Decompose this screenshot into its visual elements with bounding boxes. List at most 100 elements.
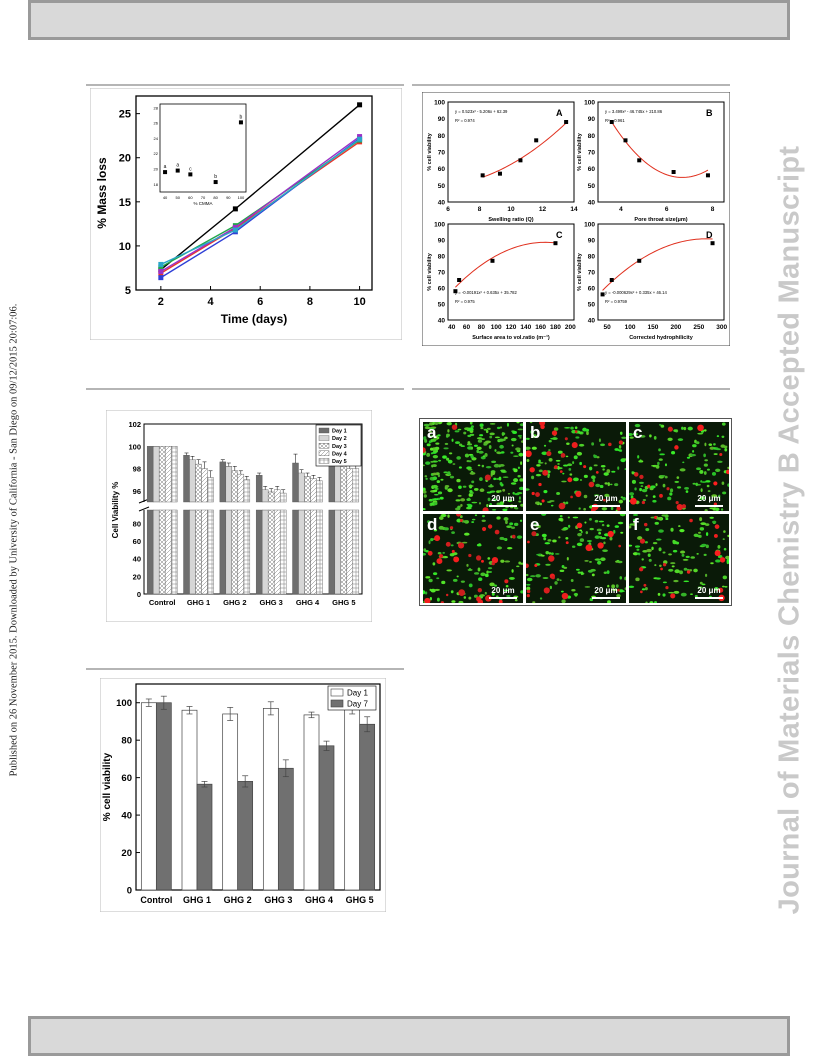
live-cell-dot: [590, 568, 596, 572]
scale-bar-line: [592, 597, 620, 599]
dead-cell-dot: [608, 442, 612, 447]
live-cell-dot: [505, 520, 508, 525]
live-cell-dot: [632, 433, 638, 436]
live-cell-dot: [471, 501, 478, 504]
data-point: [480, 173, 485, 178]
live-cell-dot: [651, 546, 654, 551]
live-cell-dot: [450, 544, 454, 547]
live-cell-dot: [607, 584, 610, 588]
data-point: [457, 278, 462, 282]
bar-upper: [310, 478, 317, 503]
y-tick-label: 40: [438, 200, 446, 207]
live-cell-dot: [715, 468, 721, 473]
live-cell-dot: [647, 553, 651, 557]
data-point: [232, 227, 238, 233]
bar-upper: [316, 480, 323, 503]
live-cell-dot: [572, 516, 579, 519]
live-cell-dot: [598, 531, 602, 535]
live-cell-dot: [526, 583, 531, 586]
live-cell-dot: [519, 478, 523, 482]
legend-label: Day 1: [332, 429, 347, 435]
live-cell-dot: [568, 467, 572, 471]
data-point: [232, 224, 238, 230]
live-cell-dot: [451, 531, 455, 535]
publication-note-text: Published on 26 November 2015. Downloade…: [8, 303, 20, 777]
bar: [181, 709, 198, 891]
live-cell-dot: [693, 533, 699, 538]
live-cell-dot: [467, 497, 471, 501]
x-tick-label: 140: [520, 324, 531, 331]
live-cell-dot: [644, 586, 648, 591]
live-cell-dot: [444, 527, 449, 531]
live-cell-dot: [532, 434, 537, 439]
live-cell-dot: [499, 482, 503, 486]
scale-bar-line: [489, 597, 517, 599]
y-tick-label: 60: [133, 537, 141, 546]
live-cell-dot: [494, 449, 497, 452]
live-cell-dot: [444, 442, 449, 446]
inset-x-tick-label: 60: [188, 195, 193, 200]
data-point: [623, 138, 628, 143]
live-cell-dot: [566, 442, 570, 445]
regression-equation: y = 3.499x² - 46.745x + 210.86: [605, 109, 663, 114]
live-cell-dot: [439, 496, 444, 500]
live-cell-dot: [578, 507, 581, 510]
bar-upper: [189, 459, 196, 503]
live-cell-dot: [429, 430, 432, 433]
y-axis-label: % cell viability: [427, 252, 433, 291]
live-cell-dot: [531, 446, 537, 450]
live-cell-dot: [579, 461, 582, 466]
dead-cell-dot: [607, 530, 614, 538]
live-cell-dot: [464, 532, 470, 536]
live-cell-dot: [584, 521, 587, 524]
scale-bar-label: 20 μm: [697, 586, 721, 595]
legend-label: Day 5: [332, 459, 347, 465]
live-cell-dot: [629, 585, 635, 589]
legend-swatch: [318, 435, 330, 441]
dead-cell-dot: [481, 526, 487, 532]
live-cell-dot: [648, 558, 652, 562]
y-tick-label: 40: [121, 811, 132, 822]
live-cell-dot: [589, 517, 592, 521]
live-cell-dot: [701, 481, 707, 483]
live-cell-dot: [629, 436, 634, 439]
live-cell-dot: [690, 453, 697, 457]
y-tick-label: 10: [119, 241, 131, 253]
dead-cell-dot: [698, 424, 704, 431]
x-category-label: GHG 3: [259, 598, 282, 607]
scale-bar: 20 μm: [695, 494, 723, 507]
live-cell-dot: [440, 478, 444, 481]
bar: [318, 745, 335, 891]
live-cell-dot: [683, 580, 690, 583]
live-cell-dot: [479, 488, 485, 493]
page-header-band: [28, 0, 790, 40]
live-cell-dot: [714, 587, 719, 591]
bar: [140, 702, 157, 891]
live-cell-dot: [450, 590, 454, 594]
live-cell-dot: [679, 528, 685, 533]
live-cell-dot: [565, 455, 569, 458]
bar-lower: [316, 509, 323, 595]
micrograph-label: f: [633, 515, 639, 534]
live-cell-dot: [426, 443, 431, 447]
live-cell-dot: [433, 501, 438, 506]
live-cell-dot: [624, 587, 626, 591]
live-cell-dot: [535, 501, 539, 505]
live-cell-dot: [589, 527, 594, 531]
live-cell-dot: [488, 445, 492, 449]
live-cell-dot: [511, 444, 514, 447]
live-cell-dot: [672, 549, 678, 553]
live-cell-dot: [674, 480, 680, 483]
live-cell-dot: [432, 498, 439, 501]
live-cell-dot: [481, 464, 485, 468]
live-cell-dot: [441, 580, 446, 585]
bar-upper: [346, 468, 354, 503]
r-squared: R² = 0.9759: [605, 299, 628, 304]
x-tick-label: 8: [711, 206, 715, 213]
live-cell-dot: [473, 444, 478, 447]
live-cell-dot: [687, 426, 693, 431]
bar-lower: [243, 509, 251, 595]
live-cell-dot: [718, 494, 721, 499]
live-cell-dot: [700, 488, 703, 493]
dead-cell-dot: [542, 469, 549, 476]
